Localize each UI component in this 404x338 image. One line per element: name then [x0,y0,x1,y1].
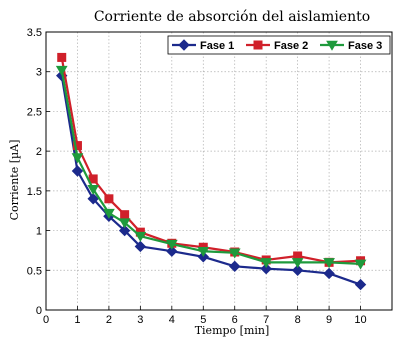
data-point [166,245,178,257]
tick-labels: 0 1 2 3 4 5 6 7 8 9 10 0 0.5 1 1.5 2 2.5 3 3.5 [27,27,367,326]
data-point [103,208,115,219]
legend-item: Fase 2 [246,40,308,52]
data-point [71,165,84,177]
series-3 [55,65,367,270]
data-point [291,264,304,276]
y-tick-label: 3.5 [27,27,42,39]
data-point [72,141,82,151]
y-tick-label: 2 [36,146,42,158]
x-axis-label: Tiempo [min] [195,324,270,337]
legend-item: Fase 1 [172,39,234,52]
x-tick-label: 2 [106,314,112,326]
data-point [55,65,68,76]
x-tick-label: 9 [326,314,332,326]
x-tick-label: 1 [74,314,80,326]
legend-box [167,35,391,55]
legend-label: Fase 2 [274,40,308,52]
x-tick-label: 7 [263,314,269,326]
plot-frame [45,31,393,311]
data-point [134,240,147,253]
data-point [260,258,273,269]
x-tick-label: 8 [295,314,301,326]
data-point [197,246,210,257]
y-tick-label: 0 [36,305,42,317]
data-point [57,52,67,62]
y-tick-label: 3 [36,67,42,79]
data-point [104,194,114,204]
data-point [87,193,99,205]
y-tick-label: 2.5 [27,106,42,118]
data-point [134,231,147,242]
legend-label: Fase 1 [200,40,234,52]
plot-background [46,32,392,310]
data-point [323,267,335,280]
data-point [71,153,84,164]
plot-area [55,52,367,291]
data-point [260,262,272,275]
legend-item: Fase 3 [320,40,382,52]
data-point [229,260,241,273]
data-point [228,248,241,259]
chart-title: Corriente de absorción del aislamiento [94,9,370,25]
legend-marker [253,40,263,50]
series-1 [56,69,367,291]
data-point [165,239,178,250]
grid [45,31,393,311]
data-point [87,185,100,196]
x-tick-label: 5 [200,314,206,326]
data-point [354,278,367,291]
data-point [120,210,130,220]
data-point [323,258,335,269]
x-tick-label: 6 [232,314,238,326]
data-point [291,258,304,269]
x-tick-label: 3 [137,314,143,326]
x-tick-label: 10 [354,314,366,326]
x-tick-label: 4 [169,314,175,326]
data-point [118,224,131,237]
legend-label: Fase 3 [348,40,382,52]
y-axis-label: Corriente [µA] [8,140,21,221]
y-tick-label: 0.5 [27,265,42,277]
data-point [118,218,131,229]
y-tick-label: 1 [36,226,42,238]
y-tick-label: 1.5 [27,186,42,198]
legend-marker [178,39,190,51]
legend: Fase 1 Fase 2 Fase 3 [167,35,391,55]
x-tick-label: 0 [43,314,49,326]
legend-marker [326,40,338,51]
data-point [354,259,367,270]
